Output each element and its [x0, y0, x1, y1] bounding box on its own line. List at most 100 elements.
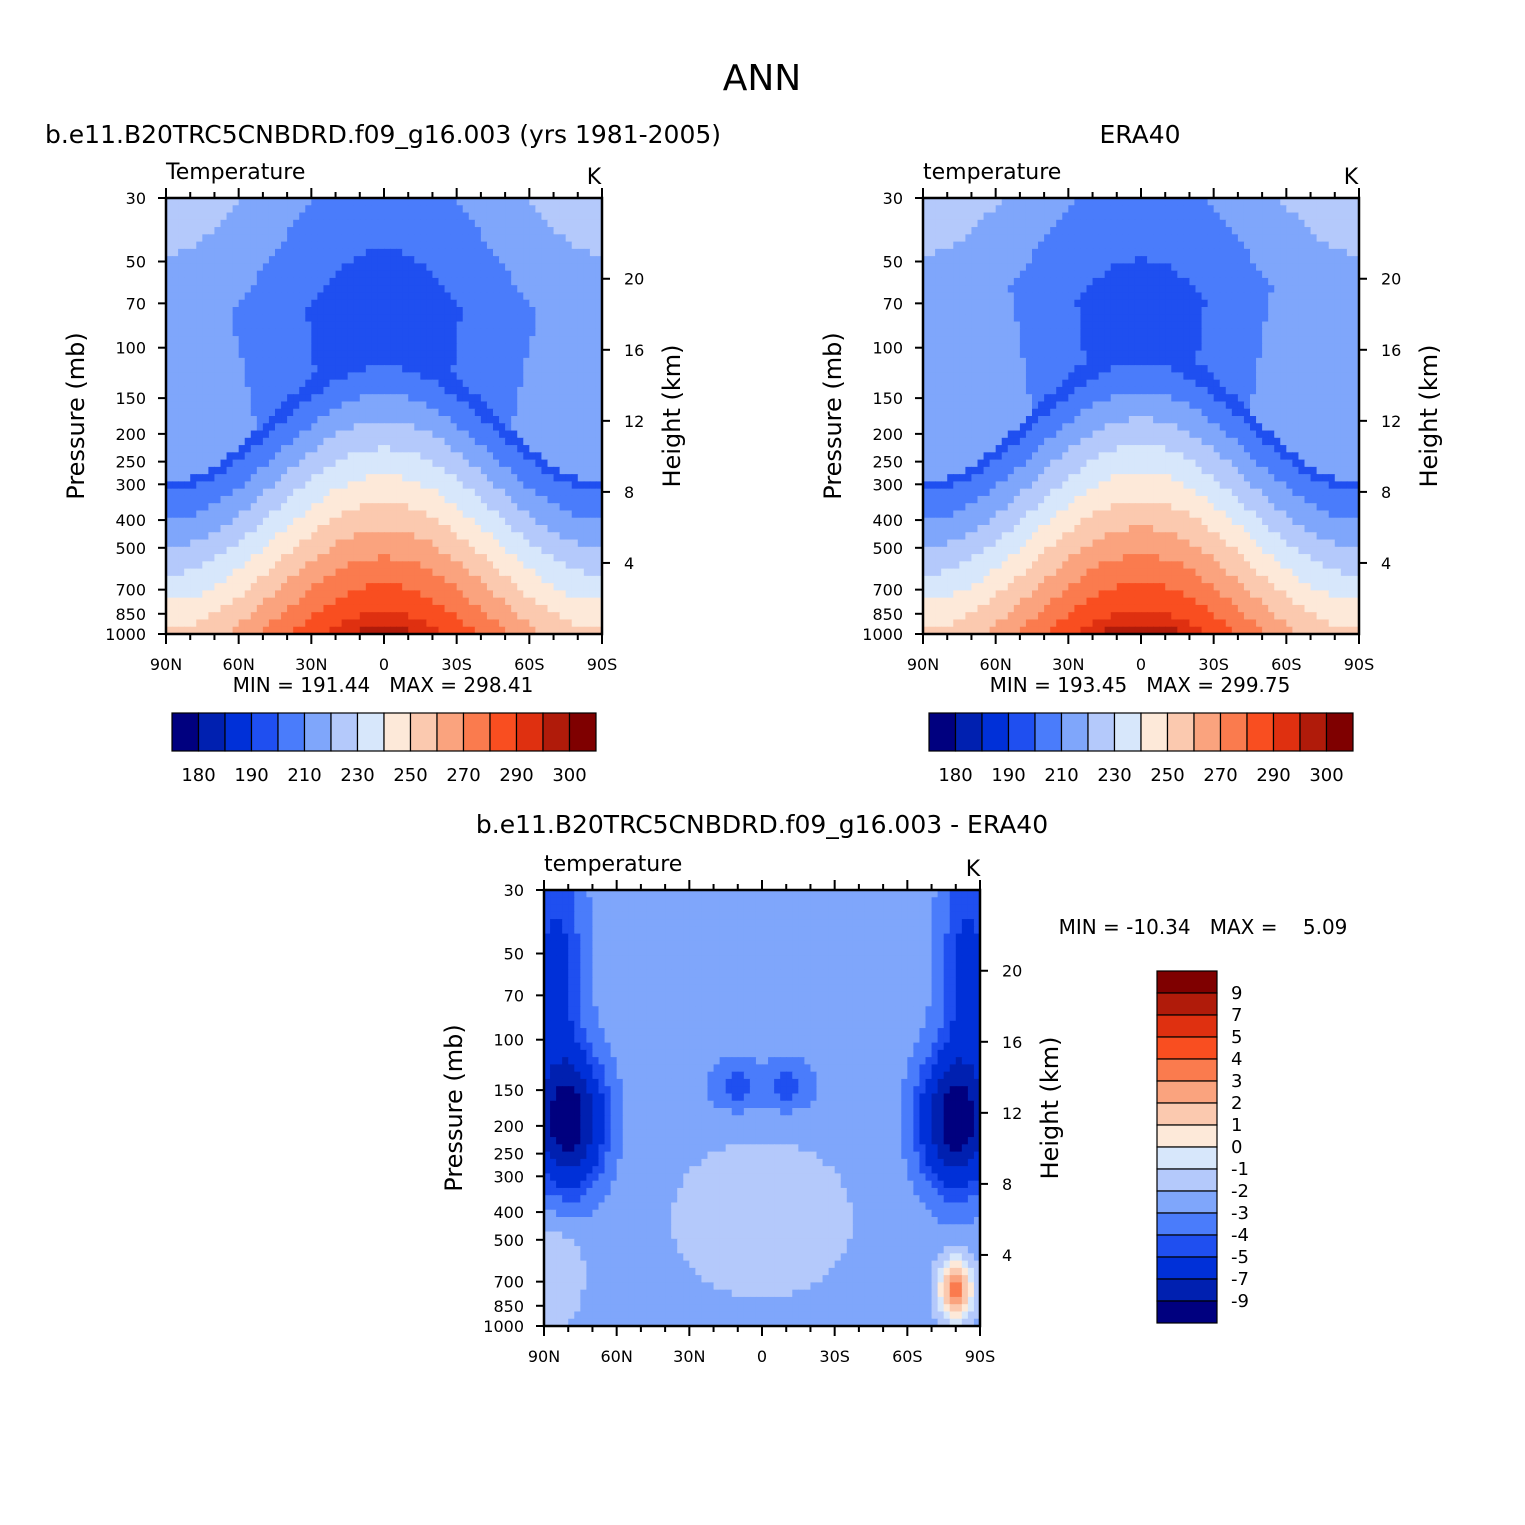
model-contour-cell: [583, 503, 591, 512]
model-contour-cell: [420, 546, 427, 555]
model-contour-cell: [432, 328, 440, 337]
model-contour-cell: [214, 488, 222, 497]
obs-contour-cell: [929, 241, 936, 250]
obs-contour-cell: [1340, 212, 1348, 221]
model-contour-cell: [184, 481, 191, 490]
model-contour-cell: [353, 532, 361, 541]
model-contour-cell: [535, 248, 543, 257]
model-contour-cell: [402, 437, 409, 446]
model-contour-cell: [535, 198, 543, 206]
model-contour-cell: [396, 597, 403, 606]
model-contour-cell: [311, 525, 318, 533]
model-contour-cell: [335, 328, 343, 337]
model-contour-cell: [166, 554, 173, 562]
model-contour-cell: [468, 241, 476, 250]
model-contour-cell: [172, 314, 179, 323]
model-contour-cell: [480, 554, 488, 562]
model-contour-cell: [202, 321, 209, 330]
model-contour-cell: [293, 350, 300, 359]
model-contour-cell: [541, 510, 549, 519]
model-contour-cell: [190, 321, 197, 330]
model-contour-cell: [281, 612, 288, 621]
model-contour-cell: [438, 626, 446, 635]
model-contour-cell: [238, 612, 246, 621]
obs-contour-cell: [1250, 212, 1257, 221]
model-contour-cell: [311, 314, 318, 323]
obs-contour-cell: [1025, 219, 1033, 228]
model-contour-cell: [317, 321, 325, 330]
model-contour-cell: [511, 525, 518, 533]
model-contour-cell: [202, 205, 209, 214]
model-contour-cell: [262, 198, 270, 206]
model-contour-cell: [335, 474, 343, 482]
model-colorbar-swatch: [383, 712, 412, 752]
model-contour-cell: [238, 561, 246, 570]
model-contour-cell: [359, 488, 367, 497]
model-contour-cell: [523, 219, 530, 228]
model-contour-cell: [287, 212, 294, 221]
model-contour-cell: [172, 481, 179, 490]
model-contour-cell: [250, 314, 258, 323]
model-contour-cell: [583, 270, 591, 279]
model-contour-cell: [583, 452, 591, 461]
model-contour-cell: [377, 575, 385, 584]
model-contour-cell: [426, 510, 434, 519]
model-contour-cell: [456, 277, 464, 286]
model-contour-cell: [166, 299, 173, 308]
model-contour-cell: [305, 401, 312, 410]
model-contour-cell: [432, 350, 440, 359]
model-contour-cell: [172, 234, 179, 243]
obs-contour-cell: [1322, 234, 1330, 243]
model-contour-cell: [299, 488, 306, 497]
model-contour-cell: [323, 525, 331, 533]
model-contour-cell: [535, 517, 543, 526]
model-contour-cell: [347, 248, 355, 257]
model-contour-cell: [299, 357, 306, 366]
model-contour-cell: [474, 299, 482, 308]
model-contour-cell: [335, 205, 343, 214]
model-contour-cell: [444, 343, 452, 352]
model-contour-cell: [523, 430, 530, 439]
model-contour-cell: [377, 205, 385, 214]
model-contour-cell: [232, 219, 240, 228]
model-colorbar-swatch: [197, 712, 226, 752]
model-contour-cell: [305, 583, 312, 591]
model-contour-cell: [214, 619, 222, 628]
obs-contour-cell: [1243, 241, 1251, 250]
model-contour-cell: [438, 525, 446, 533]
model-contour-cell: [511, 256, 518, 264]
model-contour-cell: [444, 336, 452, 344]
model-contour-cell: [420, 488, 427, 497]
model-contour-cell: [226, 256, 234, 264]
model-contour-cell: [347, 270, 355, 279]
model-contour-cell: [214, 219, 222, 228]
obs-contour-cell: [1056, 234, 1063, 243]
model-contour-cell: [299, 583, 306, 591]
model-contour-cell: [329, 270, 337, 279]
model-contour-cell: [541, 328, 549, 337]
model-contour-cell: [371, 452, 379, 461]
obs-contour-cell: [1110, 241, 1118, 250]
model-contour-cell: [444, 357, 452, 366]
obs-contour-cell: [1116, 227, 1124, 235]
model-contour-cell: [486, 372, 494, 381]
model-contour-cell: [444, 525, 452, 533]
model-contour-cell: [517, 459, 524, 468]
model-contour-cell: [583, 328, 591, 337]
model-contour-cell: [426, 474, 434, 482]
model-contour-cell: [347, 343, 355, 352]
model-contour-cell: [323, 481, 331, 490]
model-contour-cell: [293, 583, 300, 591]
model-contour-cell: [317, 372, 325, 381]
model-contour-cell: [341, 386, 349, 395]
model-contour-cell: [244, 452, 252, 461]
model-contour-cell: [559, 423, 567, 432]
model-contour-cell: [365, 401, 373, 410]
model-contour-cell: [256, 365, 264, 373]
model-contour-cell: [529, 604, 536, 613]
model-contour-cell: [377, 350, 385, 359]
model-contour-cell: [493, 307, 500, 315]
model-contour-cell: [190, 517, 197, 526]
model-contour-cell: [390, 365, 397, 373]
model-contour-cell: [480, 416, 488, 424]
